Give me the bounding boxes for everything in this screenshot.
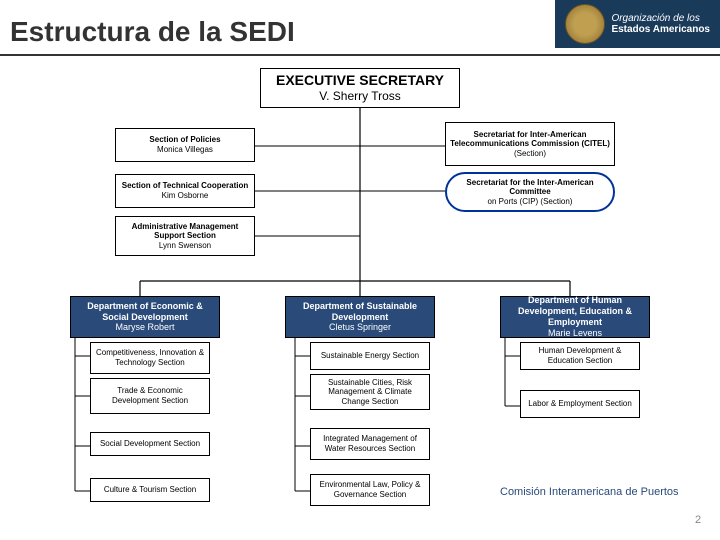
sec-label: Sustainable Cities, Risk Management & Cl… bbox=[315, 378, 425, 407]
sec-label: Trade & Economic Development Section bbox=[95, 386, 205, 405]
right-box-1-title: Secretariat for the Inter-American Commi… bbox=[451, 178, 609, 197]
page-title: Estructura de la SEDI bbox=[10, 16, 555, 48]
page-number: 2 bbox=[695, 514, 701, 526]
right-box-0: Secretariat for Inter-American Telecommu… bbox=[445, 122, 615, 166]
dept-1-sec-1: Sustainable Cities, Risk Management & Cl… bbox=[310, 374, 430, 410]
exec-box: EXECUTIVE SECRETARY V. Sherry Tross bbox=[260, 68, 460, 108]
diagram-canvas: EXECUTIVE SECRETARY V. Sherry Tross Sect… bbox=[0, 56, 720, 536]
sec-label: Sustainable Energy Section bbox=[315, 351, 425, 361]
exec-name: V. Sherry Tross bbox=[265, 89, 455, 103]
left-box-2-name: Lynn Swenson bbox=[120, 241, 250, 251]
sec-label: Human Development & Education Section bbox=[525, 346, 635, 365]
left-box-0: Section of Policies Monica Villegas bbox=[115, 128, 255, 162]
dept-2-sec-1: Labor & Employment Section bbox=[520, 390, 640, 418]
oas-seal-icon bbox=[565, 4, 605, 44]
footer-note: Comisión Interamericana de Puertos bbox=[500, 486, 679, 498]
left-box-0-title: Section of Policies bbox=[120, 135, 250, 145]
dept-2-title: Department of Human Development, Educati… bbox=[505, 295, 645, 327]
dept-1-sec-0: Sustainable Energy Section bbox=[310, 342, 430, 370]
sec-label: Culture & Tourism Section bbox=[95, 485, 205, 495]
logo-text: Organización de los Estados Americanos bbox=[611, 13, 710, 35]
dept-0: Department of Economic & Social Developm… bbox=[70, 296, 220, 338]
sec-label: Competitiveness, Innovation & Technology… bbox=[95, 348, 205, 367]
dept-1-name: Cletus Springer bbox=[290, 322, 430, 333]
sec-label: Integrated Management of Water Resources… bbox=[315, 434, 425, 453]
left-box-2: Administrative Management Support Sectio… bbox=[115, 216, 255, 256]
left-box-1-name: Kim Osborne bbox=[120, 191, 250, 201]
exec-title: EXECUTIVE SECRETARY bbox=[265, 72, 455, 89]
left-box-0-name: Monica Villegas bbox=[120, 145, 250, 155]
dept-0-sec-3: Culture & Tourism Section bbox=[90, 478, 210, 502]
right-box-0-title: Secretariat for Inter-American Telecommu… bbox=[450, 130, 610, 149]
right-box-0-name: (Section) bbox=[450, 149, 610, 159]
dept-2-name: Marie Levens bbox=[505, 328, 645, 339]
dept-2: Department of Human Development, Educati… bbox=[500, 296, 650, 338]
right-box-1-name: on Ports (CIP) (Section) bbox=[451, 197, 609, 207]
logo-line2: Estados Americanos bbox=[611, 24, 710, 35]
dept-0-title: Department of Economic & Social Developm… bbox=[75, 301, 215, 323]
sec-label: Social Development Section bbox=[95, 439, 205, 449]
left-box-1: Section of Technical Cooperation Kim Osb… bbox=[115, 174, 255, 208]
dept-0-sec-2: Social Development Section bbox=[90, 432, 210, 456]
logo-line1: Organización de los bbox=[611, 13, 710, 24]
sec-label: Environmental Law, Policy & Governance S… bbox=[315, 480, 425, 499]
logo-area: Organización de los Estados Americanos bbox=[555, 0, 720, 48]
dept-0-sec-0: Competitiveness, Innovation & Technology… bbox=[90, 342, 210, 374]
dept-1-sec-2: Integrated Management of Water Resources… bbox=[310, 428, 430, 460]
right-box-1: Secretariat for the Inter-American Commi… bbox=[445, 172, 615, 212]
left-box-2-title: Administrative Management Support Sectio… bbox=[120, 222, 250, 241]
sec-label: Labor & Employment Section bbox=[525, 399, 635, 409]
header: Estructura de la SEDI Organización de lo… bbox=[0, 0, 720, 56]
dept-0-name: Maryse Robert bbox=[75, 322, 215, 333]
left-box-1-title: Section of Technical Cooperation bbox=[120, 181, 250, 191]
dept-0-sec-1: Trade & Economic Development Section bbox=[90, 378, 210, 414]
dept-1-sec-3: Environmental Law, Policy & Governance S… bbox=[310, 474, 430, 506]
dept-1: Department of Sustainable Development Cl… bbox=[285, 296, 435, 338]
dept-2-sec-0: Human Development & Education Section bbox=[520, 342, 640, 370]
dept-1-title: Department of Sustainable Development bbox=[290, 301, 430, 323]
